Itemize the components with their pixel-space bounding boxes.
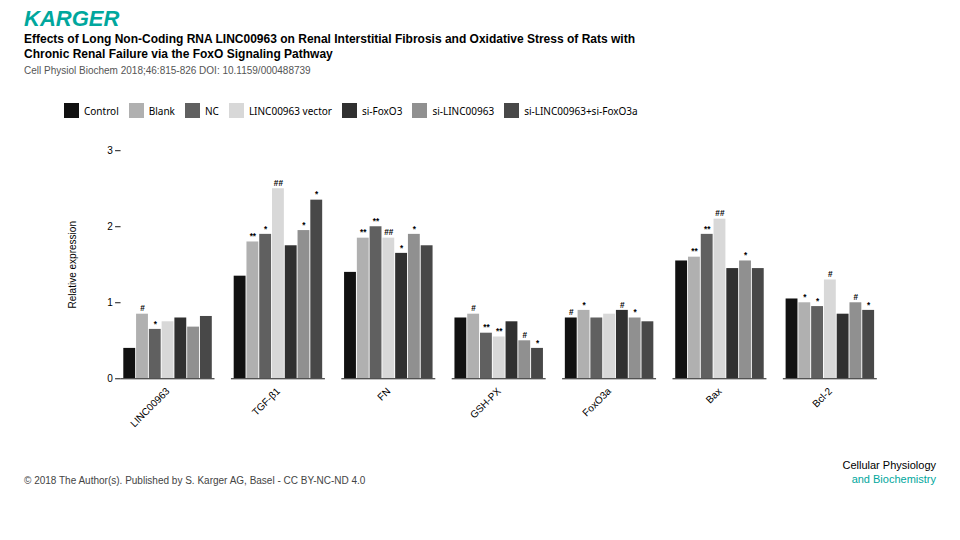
html-text:© 2018 The Author(s). Publishe: © 2018 The Author(s). Published by S. Ka… [24,475,366,487]
svg-text:2: 2 [107,221,113,232]
svg-text:#: # [828,270,833,279]
html-text:and Biochemistry: and Biochemistry [851,473,936,486]
svg-text:##: ## [715,209,725,218]
svg-text:**: ** [496,327,503,336]
svg-text:#: # [854,293,859,302]
svg-text:*: * [633,308,637,317]
svg-text:1: 1 [107,297,113,308]
svg-text:*: * [536,339,540,348]
svg-text:*: * [400,244,404,253]
html-text:Cellular Physiology: Cellular Physiology [842,459,936,472]
svg-text:#: # [140,304,145,313]
svg-text:**: ** [360,228,367,237]
svg-text:#: # [569,308,574,317]
svg-text:**: ** [691,247,698,256]
svg-text:*: * [264,225,268,234]
svg-text:**: ** [483,323,490,332]
html-text:Cell Physiol Biochem 2018;46:8: Cell Physiol Biochem 2018;46:815-826 DOI… [24,65,311,76]
svg-text:**: ** [373,217,380,226]
html-text:NC: NC [205,103,219,118]
svg-text:GSH-PX: GSH-PX [468,385,503,420]
svg-text:TGF-β1: TGF-β1 [250,385,283,418]
svg-text:*: * [582,301,586,310]
svg-text:0: 0 [107,373,113,384]
html-text:si-LINC00963: si-LINC00963 [432,103,495,118]
svg-text:Bax: Bax [704,385,724,405]
svg-text:3: 3 [107,145,113,156]
html-text:Control: Control [84,103,119,118]
svg-text:LINC00963: LINC00963 [128,385,172,429]
html-text:si-FoxO3: si-FoxO3 [361,103,403,118]
svg-text:*: * [816,297,820,306]
svg-text:*: * [803,293,807,302]
svg-text:*: * [744,251,748,260]
svg-text:##: ## [274,179,284,188]
svg-text:*: * [302,221,306,230]
svg-text:#: # [620,301,625,310]
svg-text:##: ## [384,228,394,237]
html-text:Blank: Blank [148,103,175,118]
svg-text:#: # [471,304,476,313]
svg-text:*: * [867,301,871,310]
svg-text:#: # [522,331,527,340]
svg-text:FN: FN [375,385,392,402]
html-text:KARGER: KARGER [24,6,120,31]
svg-text:Bcl-2: Bcl-2 [810,385,834,409]
svg-text:*: * [154,320,158,329]
html-text:LINC00963 vector: LINC00963 vector [248,103,332,118]
svg-text:**: ** [250,232,257,241]
html-text:Effects of Long Non-Coding RNA: Effects of Long Non-Coding RNA LINC00963… [24,32,635,46]
svg-text:**: ** [704,225,711,234]
svg-text:*: * [315,190,319,199]
svg-text:FoxO3a: FoxO3a [580,385,613,418]
html-text:Chronic Renal Failure via the: Chronic Renal Failure via the FoxO Signa… [24,47,333,61]
svg-text:Relative expression: Relative expression [67,221,78,308]
svg-text:*: * [413,225,417,234]
html-text:si-LINC00963+si-FoxO3a: si-LINC00963+si-FoxO3a [524,103,638,118]
